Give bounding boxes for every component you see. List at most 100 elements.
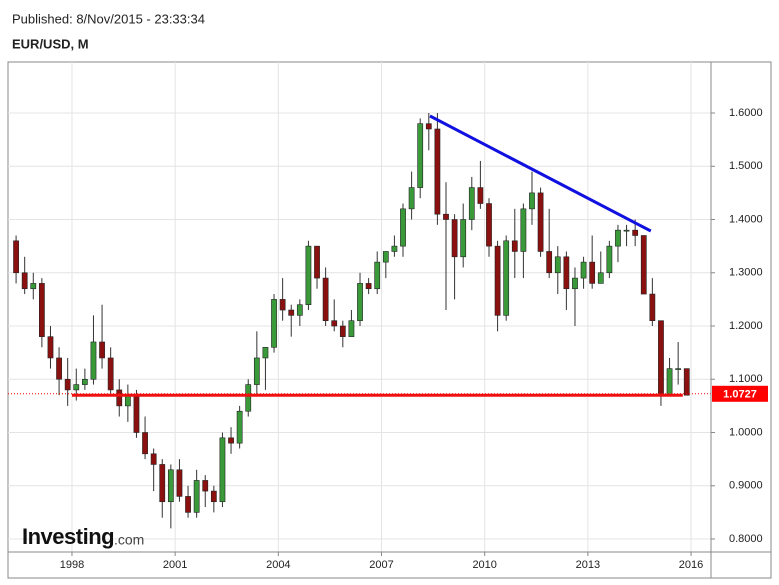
candle-body — [116, 389, 123, 407]
candle-body — [56, 357, 62, 380]
candle-body — [288, 309, 295, 316]
candle-body — [150, 453, 157, 465]
candle-body — [357, 283, 363, 321]
x-tick-label: 1998 — [60, 559, 84, 571]
logo: Investing — [22, 524, 114, 549]
trendline — [429, 114, 652, 233]
symbol: EUR/USD, M — [12, 36, 89, 51]
candle-body — [262, 347, 269, 359]
y-tick-label: 1.6000 — [729, 107, 763, 119]
candle-body — [253, 357, 260, 385]
candle-body — [64, 378, 71, 391]
candle-body — [30, 283, 37, 290]
candle-body — [339, 325, 346, 337]
candle-body — [236, 410, 243, 444]
candle-body — [537, 192, 544, 252]
candle-body — [511, 240, 518, 252]
candle-body — [606, 245, 613, 274]
candle-body — [623, 229, 630, 232]
candle-body — [382, 251, 389, 263]
candle-body — [228, 437, 234, 444]
candle-body — [580, 261, 587, 279]
candle-body — [202, 480, 209, 492]
candle-body — [142, 432, 148, 455]
candle-body — [38, 283, 45, 337]
candle-body — [589, 261, 596, 284]
candle-body — [348, 320, 355, 337]
x-tick-label: 2001 — [163, 559, 187, 571]
last-price-box — [712, 385, 768, 402]
candle-body — [176, 469, 183, 497]
candle-body — [451, 219, 458, 258]
candle-body — [572, 277, 578, 290]
candle-body — [107, 357, 114, 391]
candle-body — [554, 256, 561, 274]
last-price-label: 1.0727 — [723, 389, 757, 401]
candle-body — [81, 378, 88, 385]
candle-body — [658, 320, 664, 396]
y-tick-label: 1.0000 — [729, 426, 763, 438]
y-tick-label: 1.5000 — [729, 160, 763, 172]
candle-body — [468, 187, 475, 220]
candle-body — [124, 394, 131, 407]
candle-body — [193, 480, 200, 513]
candle-body — [529, 192, 535, 210]
candle-body — [666, 368, 673, 396]
x-tick-label: 2010 — [472, 559, 496, 571]
candle-body — [640, 235, 647, 295]
candle-body — [296, 304, 303, 316]
y-tick-label: 0.8000 — [729, 533, 763, 545]
candle-body — [271, 299, 277, 348]
candle-body — [219, 437, 226, 503]
frame — [7, 61, 772, 579]
y-tick-label: 1.4000 — [729, 213, 763, 225]
candle-body — [331, 320, 338, 327]
x-tick-label: 2016 — [679, 559, 703, 571]
candle-body — [494, 245, 501, 316]
y-tick-label: 0.9000 — [729, 480, 763, 492]
candle-body — [365, 283, 372, 290]
candle-body — [546, 251, 553, 274]
candle-body — [245, 384, 252, 412]
candle-body — [210, 490, 217, 503]
x-tick-label: 2007 — [369, 559, 393, 571]
candle-body — [167, 469, 174, 503]
candle-body — [675, 368, 682, 370]
published: Published: 8/Nov/2015 - 23:33:34 — [12, 11, 205, 26]
candle-body — [322, 277, 329, 321]
logo-suffix: .com — [114, 532, 144, 548]
candle-body — [408, 187, 415, 210]
candle-body — [632, 229, 639, 236]
candle-body — [520, 208, 527, 252]
y-tick-label: 1.2000 — [729, 320, 763, 332]
candle-body — [90, 341, 97, 380]
candle-body — [683, 368, 690, 396]
candle-body — [443, 213, 449, 220]
candle-body — [615, 229, 621, 247]
candle-body — [305, 245, 312, 306]
candle-body — [47, 336, 54, 359]
candle-body — [597, 272, 604, 284]
candle-body — [391, 245, 398, 252]
candle-body — [13, 240, 19, 274]
candle-body — [279, 299, 286, 311]
candle-body — [477, 187, 484, 204]
candle-body — [503, 240, 510, 316]
x-tick-label: 2004 — [266, 559, 290, 571]
candle-body — [400, 208, 406, 247]
candle-body — [417, 123, 424, 188]
candle-body — [649, 293, 656, 321]
x-tick-label: 2013 — [576, 559, 600, 571]
candle-body — [425, 123, 432, 130]
candle-body — [314, 245, 320, 279]
candle-body — [374, 261, 381, 290]
candle-body — [133, 394, 140, 433]
candle-body — [21, 272, 28, 290]
candle-body — [434, 128, 441, 215]
candle-body — [185, 496, 191, 513]
candle-body — [159, 464, 166, 503]
y-tick-label: 1.3000 — [729, 267, 763, 279]
y-tick-label: 1.1000 — [729, 373, 763, 385]
